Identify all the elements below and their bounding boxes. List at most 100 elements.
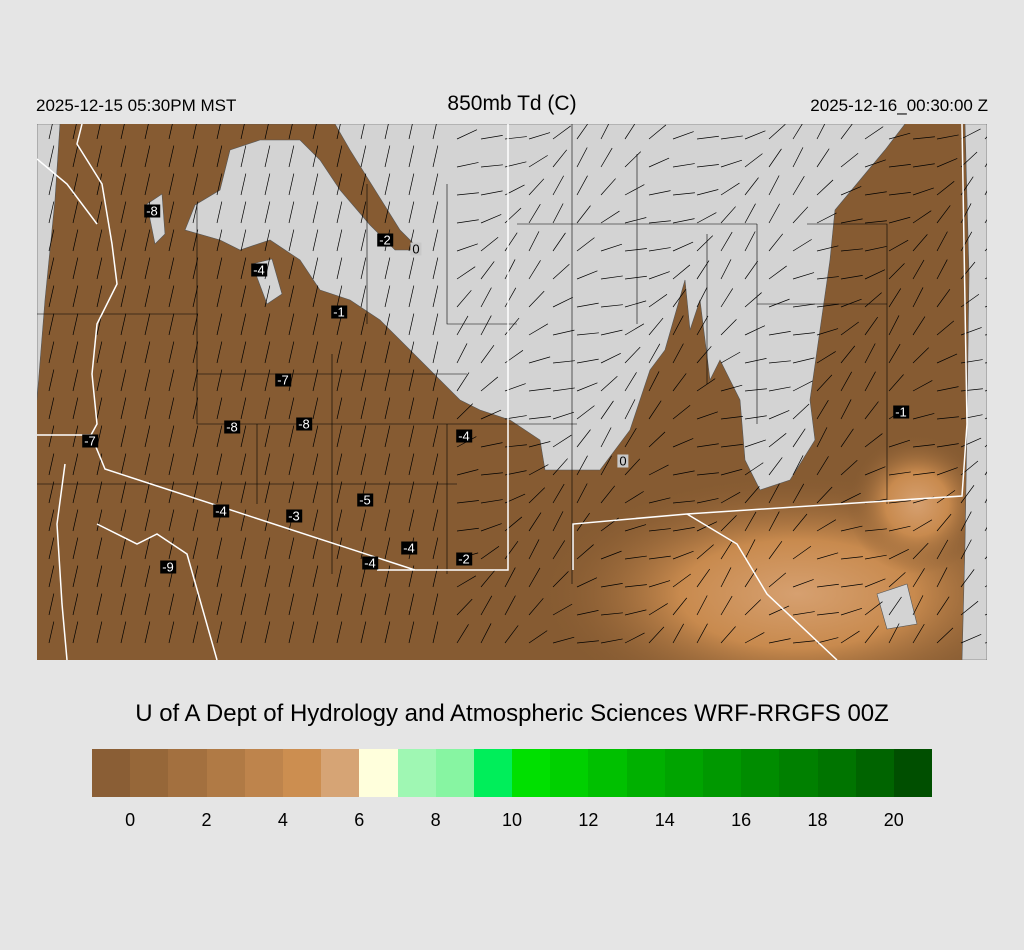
wind-barb xyxy=(216,229,223,252)
wind-barb xyxy=(48,509,55,532)
wind-barb xyxy=(864,316,879,336)
wind-barb xyxy=(912,595,924,616)
wind-barb xyxy=(120,621,127,644)
wind-barb xyxy=(144,621,151,644)
wind-barb xyxy=(408,257,415,280)
wind-barb xyxy=(960,600,979,616)
wind-barb xyxy=(696,498,719,504)
wind-barb xyxy=(552,329,575,336)
wind-barb xyxy=(792,175,805,196)
wind-barb xyxy=(744,439,766,448)
wind-barb xyxy=(288,173,295,196)
wind-barb xyxy=(336,145,343,168)
wind-barb xyxy=(168,173,175,196)
wind-barb xyxy=(624,372,637,392)
wind-barb xyxy=(72,397,79,420)
wind-barb xyxy=(864,466,886,476)
wind-barb xyxy=(816,351,836,364)
wind-barb xyxy=(624,584,647,588)
wind-barb xyxy=(360,397,367,420)
wind-barb xyxy=(528,356,551,364)
wind-barb xyxy=(768,360,791,364)
wind-barb xyxy=(912,444,935,448)
wind-barb xyxy=(696,315,709,336)
wind-barb xyxy=(864,220,887,224)
colorbar-tick-label: 16 xyxy=(731,810,752,830)
wind-barb xyxy=(168,453,175,476)
wind-barb xyxy=(576,483,588,504)
wind-barb xyxy=(960,485,975,504)
wind-barb xyxy=(72,369,79,392)
wind-barb xyxy=(552,636,575,644)
wind-barb xyxy=(312,425,319,448)
wind-barb xyxy=(960,293,980,308)
wind-barb xyxy=(864,578,886,588)
wind-barb xyxy=(864,528,887,532)
wind-barb xyxy=(264,229,271,252)
wind-barb xyxy=(480,376,499,392)
wind-barb xyxy=(672,597,688,616)
wind-barb xyxy=(840,583,863,588)
wind-barb xyxy=(96,621,103,644)
wind-barb xyxy=(240,173,247,196)
wind-barb xyxy=(888,525,911,532)
wind-barb xyxy=(960,634,982,644)
wind-barb xyxy=(816,328,839,336)
wind-barb xyxy=(168,537,175,560)
wind-barb xyxy=(120,593,127,616)
wind-barb xyxy=(672,343,684,364)
wind-barb xyxy=(648,464,669,476)
wind-barb xyxy=(48,565,55,588)
wind-barb xyxy=(528,387,551,392)
wind-barb xyxy=(168,313,175,336)
wind-barb xyxy=(600,304,623,308)
wind-barb xyxy=(408,425,415,448)
wind-barb xyxy=(672,550,694,560)
wind-barb xyxy=(528,178,545,196)
wind-barb xyxy=(456,575,477,588)
wind-barb xyxy=(216,257,223,280)
wind-barb xyxy=(672,404,691,420)
wind-barb xyxy=(720,135,743,140)
wind-barb xyxy=(72,453,79,476)
wind-barb xyxy=(72,173,79,196)
wind-barb xyxy=(336,509,343,532)
wind-barb xyxy=(216,369,223,392)
wind-barb xyxy=(816,245,839,252)
wind-barb xyxy=(408,229,415,252)
wind-barb xyxy=(144,257,151,280)
wind-barb xyxy=(456,219,479,224)
wind-barb xyxy=(600,455,612,476)
wind-barb xyxy=(480,287,492,308)
wind-barb xyxy=(936,513,952,532)
wind-barb xyxy=(408,201,415,224)
wind-barb xyxy=(264,201,271,224)
wind-barb xyxy=(840,607,863,616)
wind-barb xyxy=(888,164,911,168)
wind-barb xyxy=(96,201,103,224)
wind-barb xyxy=(96,565,103,588)
wind-barb xyxy=(624,427,637,448)
wind-barb xyxy=(816,427,828,448)
wind-barb xyxy=(144,565,151,588)
wind-barb xyxy=(672,373,687,392)
wind-barb xyxy=(96,425,103,448)
wind-barb xyxy=(960,511,972,532)
wind-barb xyxy=(72,257,79,280)
wind-barb xyxy=(432,369,439,392)
wind-barb xyxy=(288,229,295,252)
wind-barb xyxy=(912,519,933,532)
wind-barb xyxy=(552,603,573,616)
wind-barb xyxy=(648,124,667,140)
wind-barb xyxy=(264,565,271,588)
wind-barb xyxy=(552,571,569,588)
wind-barb xyxy=(696,378,716,392)
wind-barb xyxy=(48,173,55,196)
wind-barb xyxy=(192,425,199,448)
wind-barb xyxy=(432,593,439,616)
wind-barb xyxy=(96,285,103,308)
wind-barb xyxy=(840,218,863,224)
wind-barb xyxy=(816,456,829,476)
wind-barb xyxy=(456,598,473,616)
wind-barb xyxy=(144,229,151,252)
